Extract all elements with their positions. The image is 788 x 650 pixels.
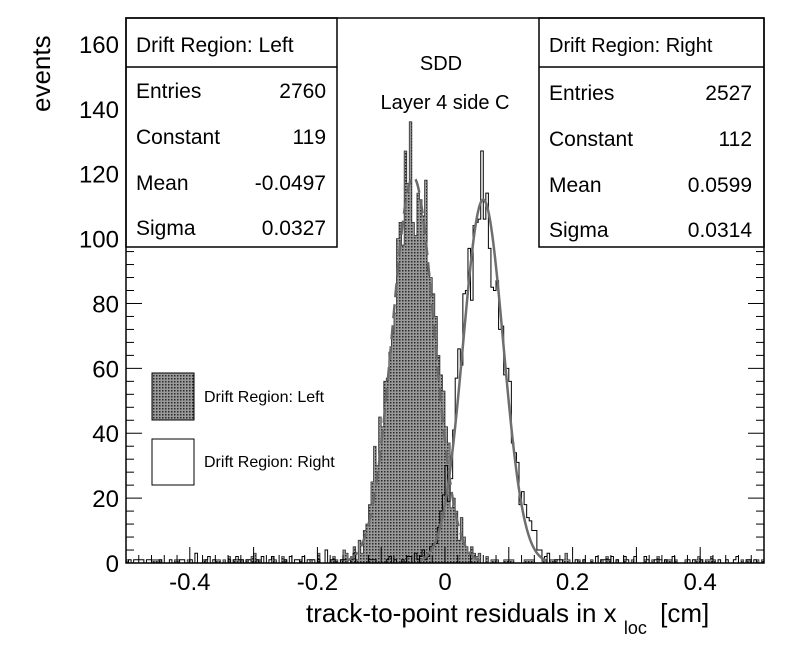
y-tick-label: 120 bbox=[79, 162, 119, 189]
fit-curves-layer bbox=[346, 175, 548, 563]
x-axis-title-unit: [cm] bbox=[660, 598, 709, 628]
legend-swatch-left bbox=[151, 372, 195, 421]
legend-label-right: Drift Region: Right bbox=[204, 454, 335, 471]
stats-left-label-entries: Entries bbox=[136, 80, 201, 103]
y-axis-title: events bbox=[26, 35, 56, 112]
stats-right-value-sigma: 0.0314 bbox=[688, 219, 753, 242]
x-tick-label: 0 bbox=[438, 569, 451, 596]
x-axis-title: track-to-point residuals in x loc [cm] bbox=[306, 598, 709, 640]
stats-left-value-sigma: 0.0327 bbox=[262, 217, 326, 240]
stats-right-value-mean: 0.0599 bbox=[688, 174, 752, 197]
stats-left-label-constant: Constant bbox=[136, 126, 220, 149]
x-tick-label: 0.4 bbox=[684, 569, 717, 596]
plot-frame bbox=[125, 17, 765, 564]
stats-right-title: Drift Region: Right bbox=[549, 35, 713, 57]
stats-box-right: Drift Region: Right Entries 2527 Constan… bbox=[538, 17, 765, 248]
stats-left-label-mean: Mean bbox=[136, 172, 189, 195]
x-axis-title-main: track-to-point residuals in x bbox=[306, 598, 617, 628]
legend: Drift Region: Left Drift Region: Right bbox=[151, 372, 335, 486]
stats-box-left: Drift Region: Left Entries 2760 Constant… bbox=[125, 17, 338, 248]
stats-left-value-constant: 119 bbox=[293, 126, 326, 149]
stats-right-value-entries: 2527 bbox=[705, 82, 752, 105]
y-tick-label: 40 bbox=[92, 421, 119, 448]
stats-right-label-constant: Constant bbox=[549, 128, 633, 151]
stats-left-value-mean: -0.0497 bbox=[255, 172, 326, 195]
stats-left-title: Drift Region: Left bbox=[136, 34, 294, 57]
fit-curve-left bbox=[346, 175, 481, 562]
stats-left-value-entries: 2760 bbox=[279, 80, 326, 103]
x-axis-title-subscript: loc bbox=[624, 618, 647, 638]
x-tick-label: -0.2 bbox=[297, 569, 338, 596]
fit-curve-right bbox=[418, 198, 548, 563]
y-tick-label: 20 bbox=[92, 486, 119, 513]
y-tick-label: 0 bbox=[106, 551, 119, 578]
legend-swatch-right bbox=[151, 438, 195, 486]
y-tick-label: 140 bbox=[79, 97, 119, 124]
x-tick-label: 0.2 bbox=[556, 569, 589, 596]
stats-left-label-sigma: Sigma bbox=[136, 217, 196, 240]
legend-label-left: Drift Region: Left bbox=[204, 389, 325, 406]
y-tick-label: 160 bbox=[79, 32, 119, 59]
title-box: SDD Layer 4 side C bbox=[381, 53, 510, 114]
stats-right-label-mean: Mean bbox=[549, 174, 602, 197]
y-tick-label: 60 bbox=[92, 356, 119, 383]
stats-right-label-sigma: Sigma bbox=[549, 219, 609, 242]
stats-right-value-constant: 112 bbox=[719, 128, 752, 151]
y-tick-label: 100 bbox=[79, 227, 119, 254]
chart-title: SDD bbox=[420, 53, 462, 75]
stats-right-label-entries: Entries bbox=[549, 82, 614, 105]
y-tick-label: 80 bbox=[92, 291, 119, 318]
chart-subtitle: Layer 4 side C bbox=[381, 92, 510, 114]
x-tick-label: -0.4 bbox=[169, 569, 210, 596]
